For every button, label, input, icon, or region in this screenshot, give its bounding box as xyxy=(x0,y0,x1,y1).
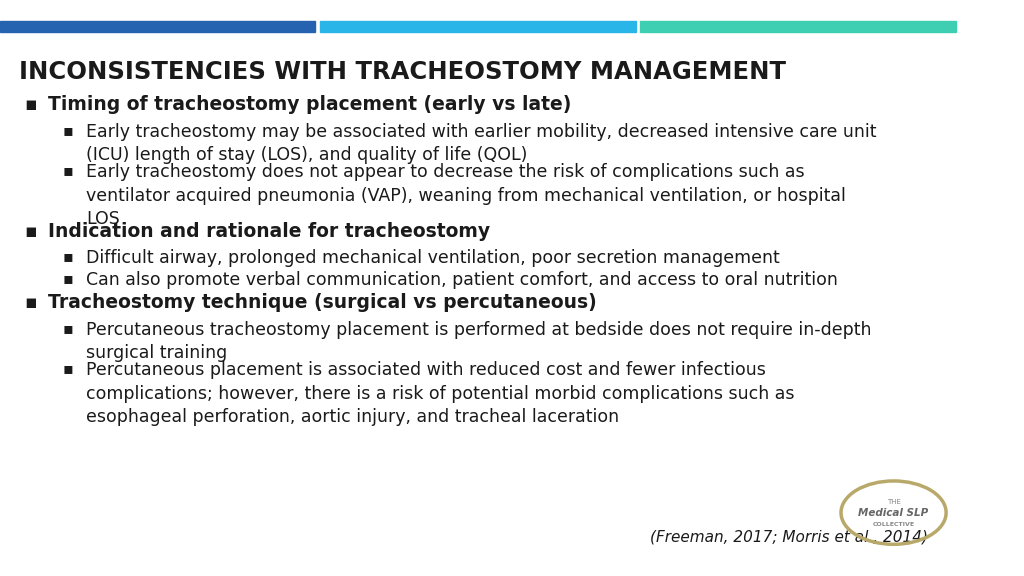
Text: Difficult airway, prolonged mechanical ventilation, poor secretion management: Difficult airway, prolonged mechanical v… xyxy=(86,249,779,267)
Text: INCONSISTENCIES WITH TRACHEOSTOMY MANAGEMENT: INCONSISTENCIES WITH TRACHEOSTOMY MANAGE… xyxy=(19,60,786,85)
Text: Timing of tracheostomy placement (early vs late): Timing of tracheostomy placement (early … xyxy=(48,95,571,114)
Text: Early tracheostomy does not appear to decrease the risk of complications such as: Early tracheostomy does not appear to de… xyxy=(86,163,846,228)
Text: Early tracheostomy may be associated with earlier mobility, decreased intensive : Early tracheostomy may be associated wit… xyxy=(86,123,877,164)
Text: ▪: ▪ xyxy=(62,249,73,264)
Text: Percutaneous tracheostomy placement is performed at bedside does not require in-: Percutaneous tracheostomy placement is p… xyxy=(86,321,871,362)
Text: Indication and rationale for tracheostomy: Indication and rationale for tracheostom… xyxy=(48,222,489,241)
Text: COLLECTIVE: COLLECTIVE xyxy=(872,522,914,526)
Text: Medical SLP: Medical SLP xyxy=(858,507,929,518)
Text: ▪: ▪ xyxy=(62,271,73,286)
Text: ▪: ▪ xyxy=(24,293,37,312)
Text: (Freeman, 2017; Morris et al., 2014): (Freeman, 2017; Morris et al., 2014) xyxy=(650,529,928,544)
Text: Can also promote verbal communication, patient comfort, and access to oral nutri: Can also promote verbal communication, p… xyxy=(86,271,838,289)
Text: Tracheostomy technique (surgical vs percutaneous): Tracheostomy technique (surgical vs perc… xyxy=(48,293,597,312)
Text: Percutaneous placement is associated with reduced cost and fewer infectious
comp: Percutaneous placement is associated wit… xyxy=(86,361,795,426)
Text: ▪: ▪ xyxy=(62,321,73,336)
Text: THE: THE xyxy=(887,499,900,505)
Text: ▪: ▪ xyxy=(62,361,73,376)
Text: ▪: ▪ xyxy=(24,95,37,114)
Text: ▪: ▪ xyxy=(62,163,73,178)
Bar xyxy=(0,21,315,32)
Text: ▪: ▪ xyxy=(62,123,73,138)
Text: ▪: ▪ xyxy=(24,222,37,241)
Bar xyxy=(321,21,636,32)
Bar xyxy=(640,21,955,32)
